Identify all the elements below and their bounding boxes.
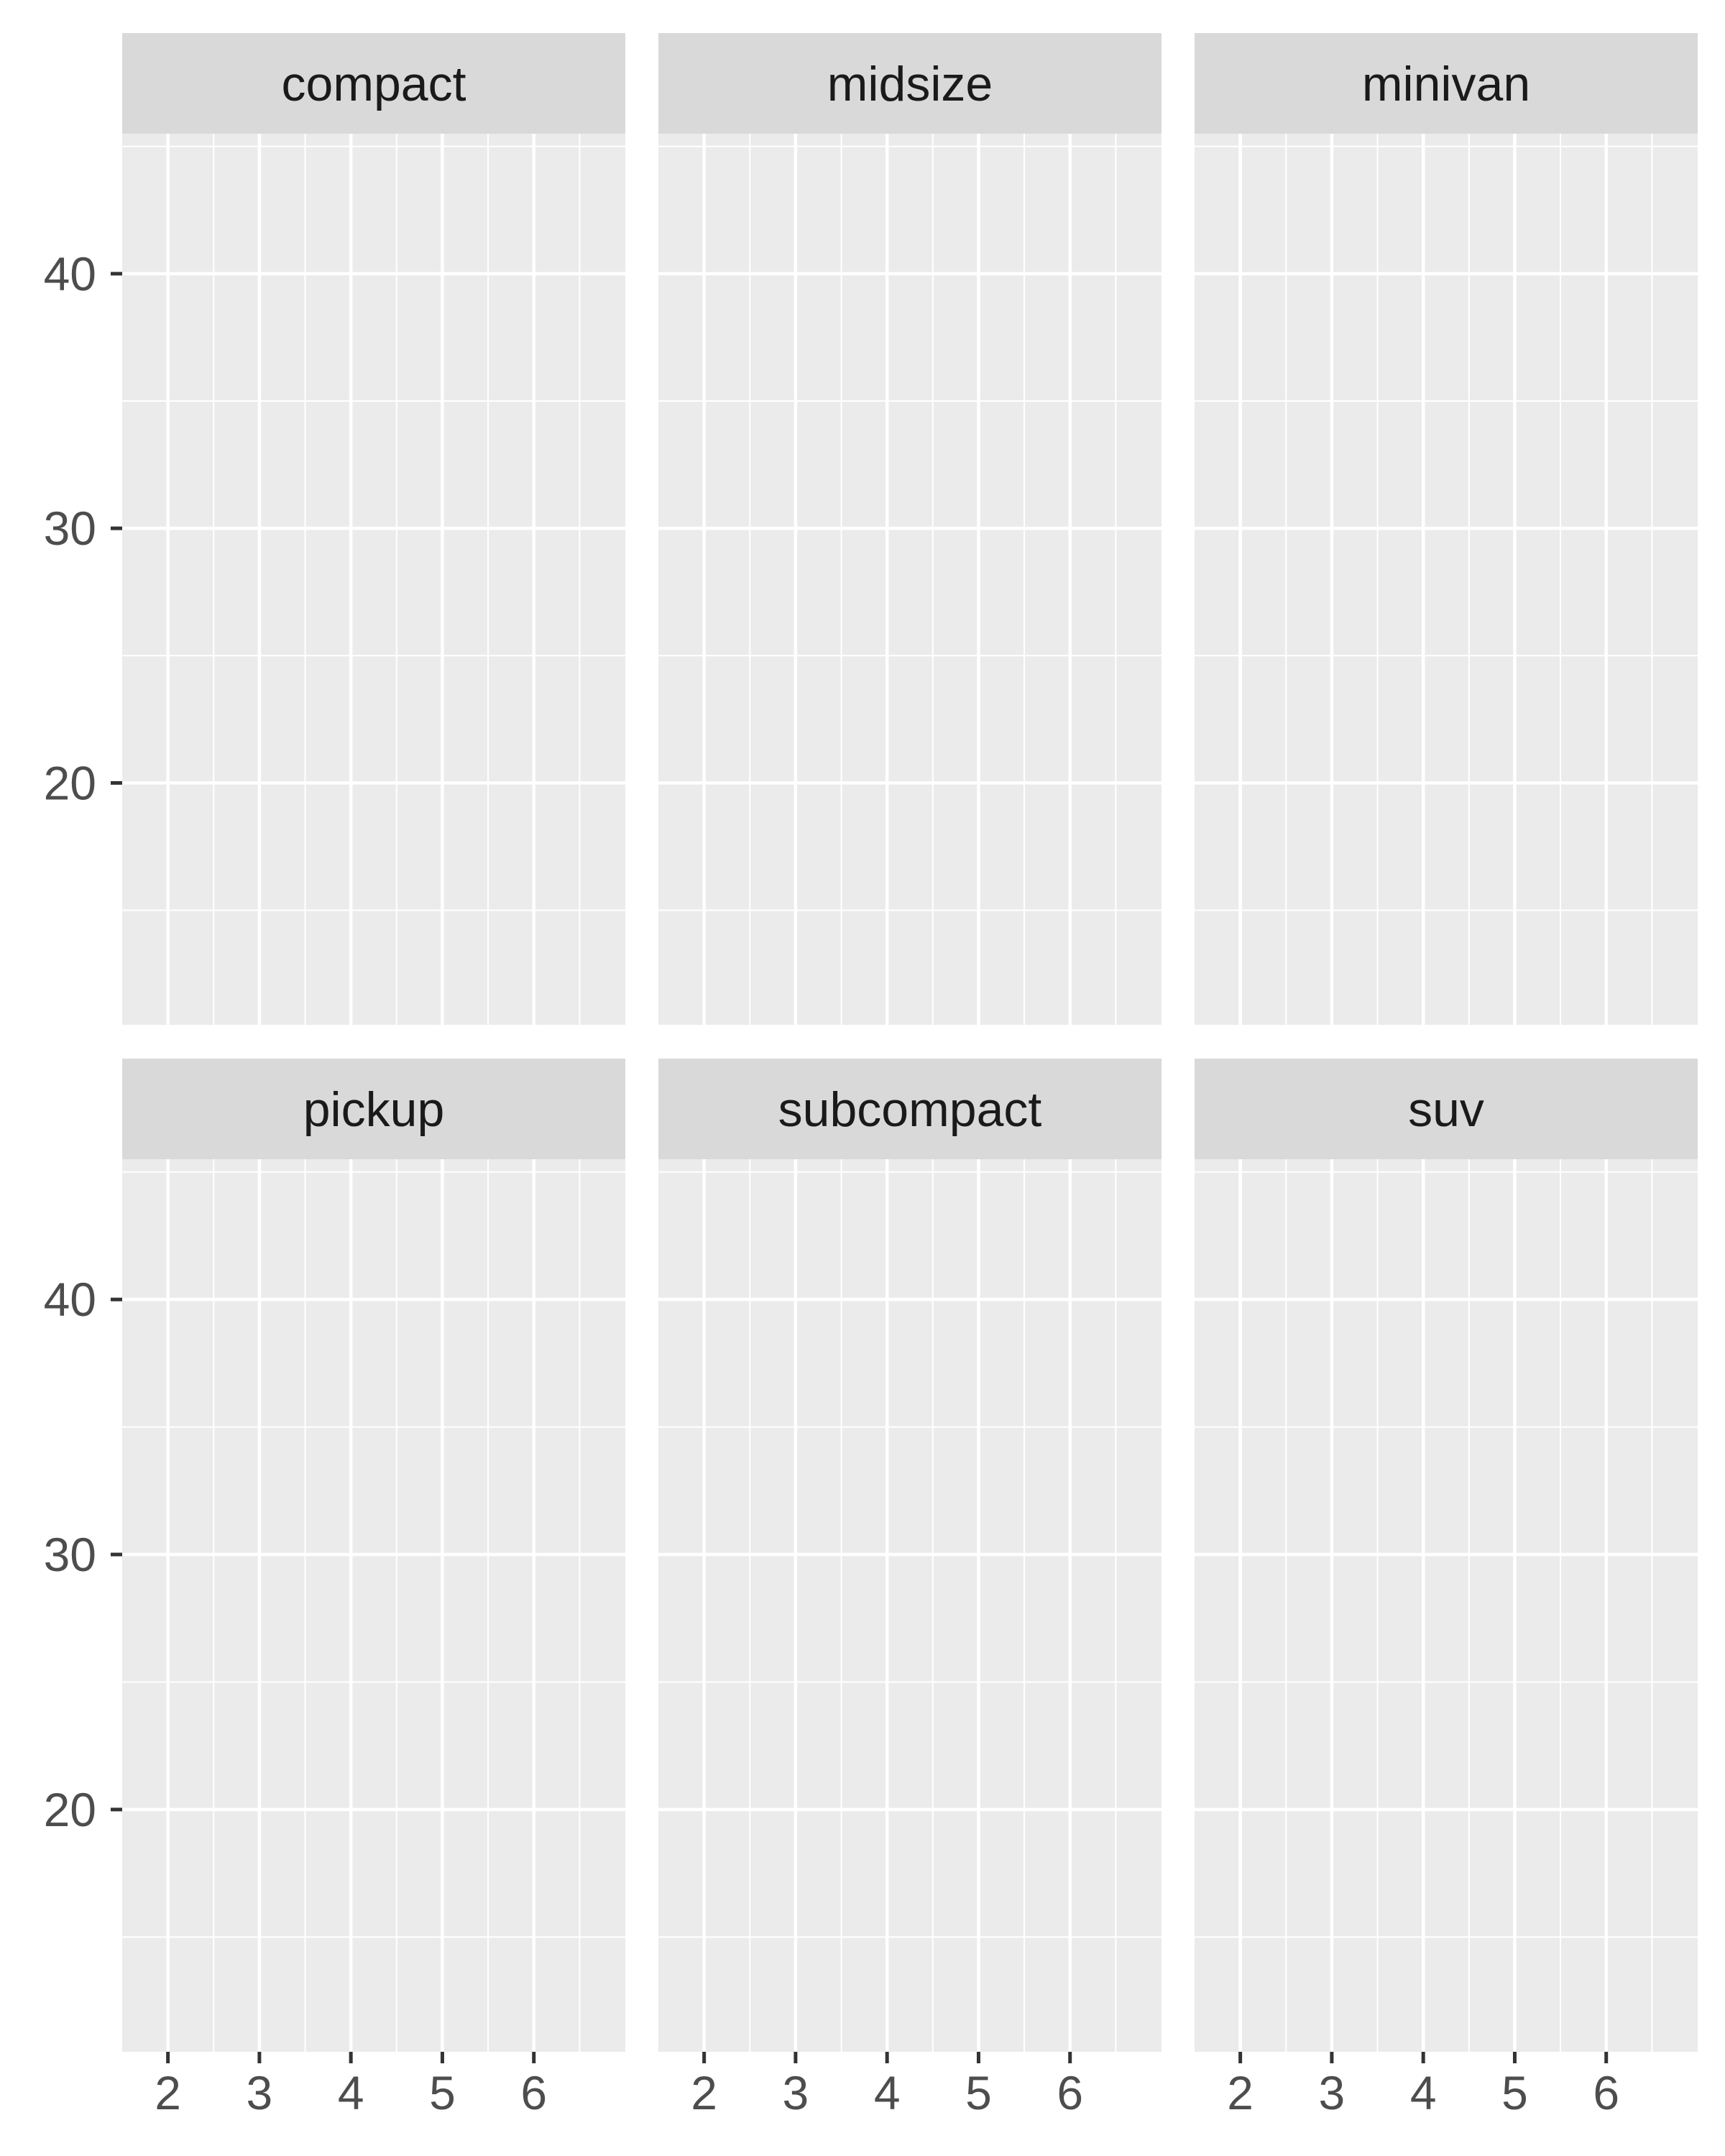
- facet-panel-midsize: [658, 134, 1162, 1025]
- facet-label-pickup: pickup: [303, 1082, 445, 1137]
- y-tick-label: 30: [44, 502, 96, 555]
- x-tick-label: 6: [1593, 2066, 1619, 2119]
- facet-panel-minivan: [1195, 134, 1698, 1025]
- x-tick-label: 2: [691, 2066, 717, 2119]
- y-tick-label: 40: [44, 247, 96, 300]
- x-tick-label: 4: [874, 2066, 901, 2119]
- facet-strip-midsize: [658, 33, 1162, 134]
- x-tick-label: 5: [1501, 2066, 1528, 2119]
- x-tick-label: 6: [1057, 2066, 1083, 2119]
- facet-label-suv: suv: [1408, 1082, 1484, 1137]
- facet-panel-suv: [1195, 1159, 1698, 2052]
- x-tick-label: 5: [429, 2066, 456, 2119]
- x-tick-label: 4: [1410, 2066, 1437, 2119]
- x-tick-label: 6: [520, 2066, 547, 2119]
- facet-strip-pickup: [122, 1059, 625, 1159]
- x-tick-label: 5: [965, 2066, 992, 2119]
- facet-label-compact: compact: [282, 57, 466, 111]
- x-tick-label: 3: [783, 2066, 809, 2119]
- facet-label-minivan: minivan: [1362, 57, 1530, 111]
- y-tick-label: 30: [44, 1528, 96, 1581]
- facet-strip-suv: [1195, 1059, 1698, 1159]
- x-tick-label: 2: [1227, 2066, 1254, 2119]
- y-tick-label: 20: [44, 1783, 96, 1836]
- facet-strip-minivan: [1195, 33, 1698, 134]
- facet-strip-compact: [122, 33, 625, 134]
- facet-label-subcompact: subcompact: [778, 1082, 1042, 1137]
- x-tick-label: 2: [155, 2066, 181, 2119]
- facet-panel-pickup: [122, 1159, 625, 2052]
- x-tick-label: 4: [338, 2066, 364, 2119]
- y-tick-label: 20: [44, 756, 96, 809]
- facet-panel-subcompact: [658, 1159, 1162, 2052]
- facet-strip-subcompact: [658, 1059, 1162, 1159]
- x-tick-label: 3: [247, 2066, 273, 2119]
- facet-label-midsize: midsize: [827, 57, 993, 111]
- facet-panel-compact: [122, 134, 625, 1025]
- y-tick-label: 40: [44, 1273, 96, 1326]
- x-tick-label: 3: [1319, 2066, 1346, 2119]
